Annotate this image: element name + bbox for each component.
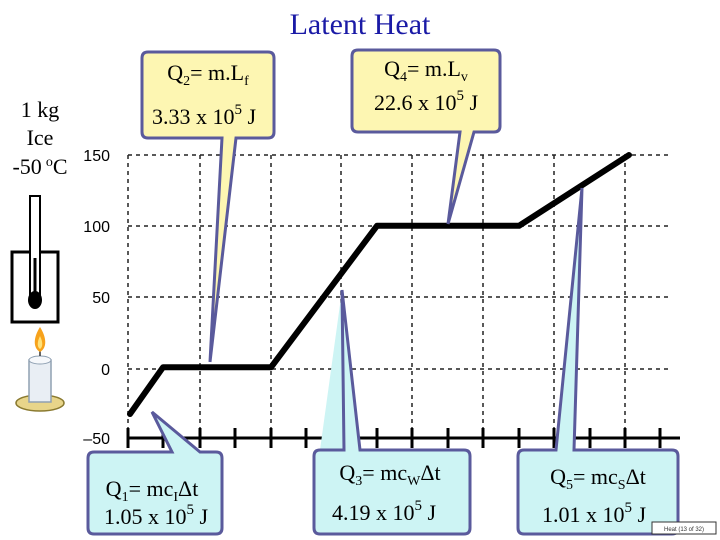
sample-mass: 1 kg: [21, 97, 60, 122]
slide-counter: Heat (13 of 32): [664, 527, 704, 533]
callout-q5-value: 1.01 x 105 J: [542, 500, 647, 527]
callout-q1: [86, 410, 224, 536]
callout-q3: [312, 289, 472, 536]
thermometer-bulb: [28, 291, 42, 309]
sample-temperature: -50 oC: [12, 154, 67, 179]
y-tick-labels: 150 100 50 0 –50: [83, 148, 110, 448]
callout-q5: [516, 187, 680, 536]
callout-q4-formula: Q4= m.Lv: [384, 56, 468, 85]
grid: [127, 154, 668, 438]
heating-curve: [127, 152, 632, 417]
callout-q1-formula: Q1= mcIΔt: [106, 476, 199, 505]
callout-q5-formula: Q5= mcSΔt: [550, 464, 646, 493]
y-tick-label: 50: [92, 290, 110, 307]
callout-q3-value: 4.19 x 105 J: [332, 498, 437, 525]
callout-q1-value: 1.05 x 105 J: [104, 502, 209, 529]
y-tick-label: 150: [83, 148, 110, 165]
y-tick-label: –50: [83, 431, 110, 448]
x-axis: [126, 428, 680, 448]
y-tick-label: 0: [101, 362, 110, 379]
callout-q2-formula: Q2= m.Lf: [167, 60, 249, 89]
thermometer: [10, 195, 60, 324]
y-tick-label: 100: [83, 219, 110, 236]
sample-substance: Ice: [27, 125, 54, 150]
callout-q3-formula: Q3= mcWΔt: [339, 460, 440, 489]
callout-q4: [350, 48, 502, 225]
sample-label: 1 kg Ice -50 oC: [12, 97, 67, 179]
candle-icon: [15, 327, 65, 412]
callout-q4-value: 22.6 x 105 J: [374, 88, 479, 115]
callout-q2-value: 3.33 x 105 J: [152, 102, 257, 129]
page-title: Latent Heat: [290, 8, 431, 41]
callout-q2: [140, 50, 276, 363]
slide-counter-box: [651, 521, 717, 535]
